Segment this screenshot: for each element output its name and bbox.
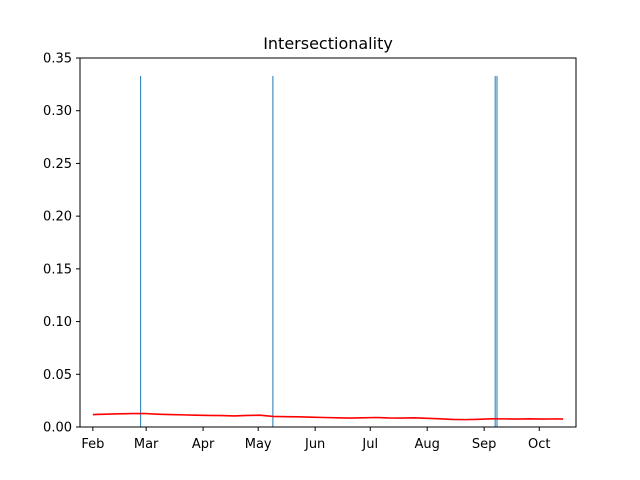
x-tick-label-8: Oct (528, 437, 550, 452)
bar-2 (494, 75, 496, 428)
y-tick-label-7: 0.35 (43, 52, 72, 67)
y-tick-label-6: 0.30 (43, 104, 72, 119)
bar-1 (272, 75, 274, 428)
x-tick-label-7: Sep (472, 437, 497, 452)
x-axis: Feb Mar Apr May Jun Jul Aug Sep Oct (81, 427, 551, 452)
x-tick-label-6: Aug (415, 437, 440, 452)
bar-0 (140, 75, 142, 428)
plot-frame (79, 57, 577, 428)
y-tick-label-2: 0.10 (43, 315, 72, 330)
x-tick-label-0: Feb (81, 437, 104, 452)
y-tick-label-5: 0.25 (43, 157, 72, 172)
chart-title: Intersectionality (263, 34, 393, 53)
line-path (92, 412, 564, 421)
x-tick-label-4: Jun (304, 437, 325, 452)
x-tick-label-3: May (245, 437, 272, 452)
bar-series (140, 75, 498, 428)
line-series (92, 412, 564, 421)
y-tick-label-3: 0.15 (43, 262, 72, 277)
y-tick-label-1: 0.05 (43, 368, 72, 383)
x-tick-label-2: Apr (192, 437, 215, 452)
y-axis: 0.00 0.05 0.10 0.15 0.20 0.25 0.30 0.35 (43, 52, 80, 436)
x-tick-label-5: Jul (361, 437, 378, 452)
y-tick-label-4: 0.20 (43, 210, 72, 225)
x-tick-label-1: Mar (134, 437, 159, 452)
y-tick-label-0: 0.00 (43, 421, 72, 436)
bar-3 (496, 75, 498, 428)
